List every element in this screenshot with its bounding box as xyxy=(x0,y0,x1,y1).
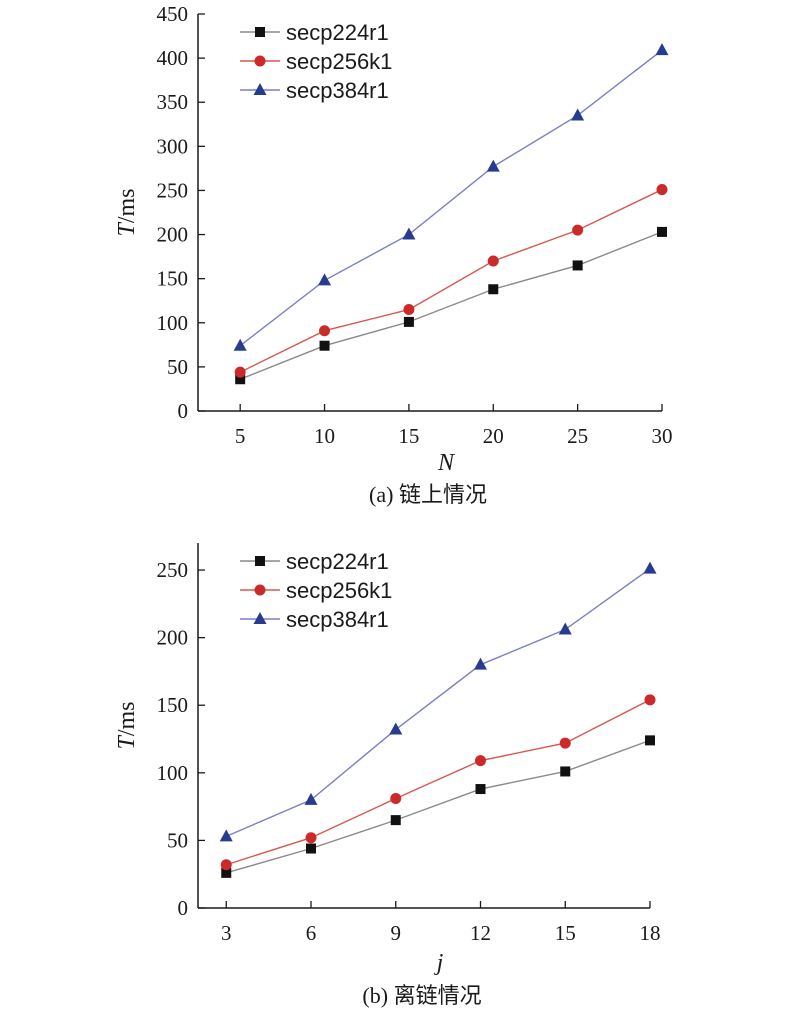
y-axis-label-unit: /ms xyxy=(114,701,140,736)
data-point-secp256k1 xyxy=(475,755,486,767)
y-tick-label: 200 xyxy=(157,626,189,650)
x-tick-label: 3 xyxy=(221,921,232,945)
data-point-secp384r1 xyxy=(558,622,572,635)
y-tick-label: 400 xyxy=(157,46,189,70)
x-tick-label: 15 xyxy=(555,921,576,945)
y-axis-label-variable: T xyxy=(114,222,140,237)
y-tick-label: 250 xyxy=(157,178,189,202)
x-axis-label: N xyxy=(437,450,456,476)
data-point-secp384r1 xyxy=(318,273,332,286)
y-tick-label: 0 xyxy=(178,399,189,423)
x-tick-label: 18 xyxy=(640,921,661,945)
data-point-secp256k1 xyxy=(572,224,584,236)
legend-label: secp224r1 xyxy=(286,549,389,574)
data-point-secp384r1 xyxy=(389,722,403,735)
y-tick-label: 300 xyxy=(157,134,189,158)
x-tick-label: 6 xyxy=(306,921,317,945)
data-point-secp384r1 xyxy=(474,657,487,670)
y-tick-label: 150 xyxy=(157,267,189,291)
y-axis-label: T/ms xyxy=(114,701,140,749)
legend-marker-secp256k1 xyxy=(254,55,266,67)
data-point-secp384r1 xyxy=(304,792,318,805)
series-line-secp384r1 xyxy=(225,568,651,837)
series-line-secp256k1 xyxy=(239,188,663,373)
chart-caption: (b) 离链情况 xyxy=(362,983,481,1008)
series-line-secp256k1 xyxy=(226,699,651,866)
x-tick-label: 25 xyxy=(567,424,588,448)
data-point-secp224r1 xyxy=(572,260,583,271)
data-point-secp224r1 xyxy=(403,316,414,327)
data-point-secp256k1 xyxy=(559,737,571,749)
legend-label: secp224r1 xyxy=(286,20,389,45)
y-tick-label: 350 xyxy=(157,90,189,114)
y-tick-label: 50 xyxy=(167,355,188,379)
x-tick-label: 30 xyxy=(652,424,673,448)
y-tick-label: 0 xyxy=(178,896,189,920)
data-point-secp256k1 xyxy=(319,325,331,337)
y-axis-label-variable: T xyxy=(114,735,140,750)
legend-label: secp384r1 xyxy=(286,607,389,632)
x-tick-label: 20 xyxy=(483,424,504,448)
data-point-secp224r1 xyxy=(488,284,499,295)
data-point-secp224r1 xyxy=(390,815,401,826)
y-tick-label: 50 xyxy=(167,828,188,852)
data-point-secp224r1 xyxy=(475,784,486,795)
legend-label: secp256k1 xyxy=(286,49,392,74)
data-point-secp224r1 xyxy=(306,843,316,854)
x-axis-label: j xyxy=(434,950,444,976)
data-point-secp384r1 xyxy=(402,227,416,240)
x-tick-label: 15 xyxy=(398,424,419,448)
chart-panel-a: 0 50 100 150 200 250 300 350 400 450 5 10 15 20 25 30 N T… xyxy=(114,2,673,507)
legend-marker-secp384r1 xyxy=(253,612,267,624)
series-line-secp224r1 xyxy=(239,231,663,380)
y-tick-label: 200 xyxy=(157,223,189,247)
data-point-secp224r1 xyxy=(221,867,232,878)
y-tick-label: 250 xyxy=(157,558,189,582)
legend-marker-secp224r1 xyxy=(255,556,265,566)
data-point-secp224r1 xyxy=(319,340,330,351)
data-point-secp384r1 xyxy=(233,338,247,351)
data-point-secp224r1 xyxy=(235,374,246,385)
y-tick-label: 100 xyxy=(157,761,189,785)
data-point-secp384r1 xyxy=(643,561,657,574)
data-point-secp224r1 xyxy=(560,766,571,777)
series-line-secp384r1 xyxy=(239,49,663,347)
data-point-secp384r1 xyxy=(571,108,585,121)
legend-label: secp256k1 xyxy=(286,578,392,603)
y-axis-label: T/ms xyxy=(114,188,140,236)
chart-caption: (a) 链上情况 xyxy=(369,482,487,507)
series-line-secp224r1 xyxy=(226,739,651,874)
legend-marker-secp224r1 xyxy=(255,27,265,37)
data-point-secp256k1 xyxy=(390,793,402,804)
x-tick-label: 5 xyxy=(235,424,246,448)
data-point-secp256k1 xyxy=(644,694,656,706)
data-point-secp224r1 xyxy=(657,226,667,237)
data-point-secp384r1 xyxy=(655,43,669,56)
data-point-secp256k1 xyxy=(305,832,317,844)
legend-label: secp384r1 xyxy=(286,78,389,103)
data-point-secp256k1 xyxy=(487,255,499,267)
y-tick-label: 150 xyxy=(157,693,189,717)
data-point-secp384r1 xyxy=(219,829,233,842)
x-tick-label: 9 xyxy=(391,921,402,945)
legend-marker-secp256k1 xyxy=(254,584,266,596)
data-point-secp384r1 xyxy=(486,159,500,172)
chart-panel-b: 0 50 100 150 200 250 3 6 9 12 15 18 j T/ms (b) 离链情况 sec… xyxy=(114,543,661,1008)
y-axis-label-unit: /ms xyxy=(114,188,140,223)
y-tick-label: 450 xyxy=(157,2,189,26)
x-tick-label: 12 xyxy=(470,921,491,945)
data-point-secp256k1 xyxy=(220,859,232,871)
legend-marker-secp384r1 xyxy=(253,83,267,95)
data-point-secp256k1 xyxy=(656,184,668,196)
data-point-secp256k1 xyxy=(234,366,246,378)
data-point-secp256k1 xyxy=(403,304,415,316)
y-tick-label: 100 xyxy=(157,311,189,335)
x-tick-label: 10 xyxy=(314,424,335,448)
data-point-secp224r1 xyxy=(645,735,655,746)
